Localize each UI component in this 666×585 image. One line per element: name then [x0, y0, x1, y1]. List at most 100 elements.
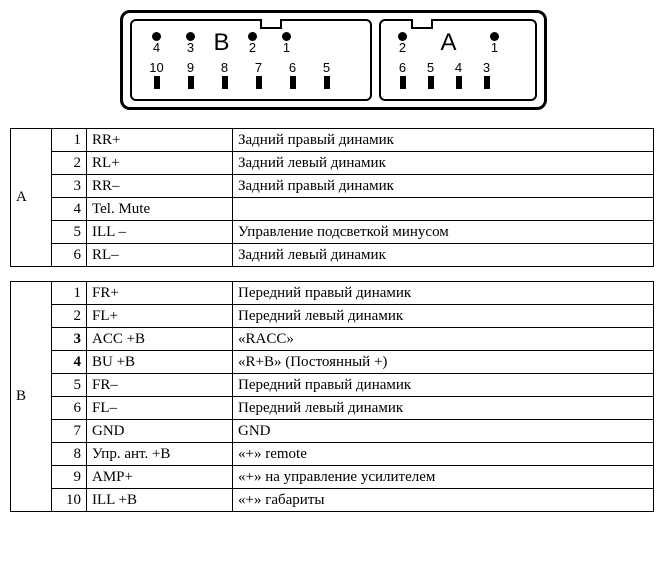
table-row: 2 FL+ Передний левый динамик — [11, 305, 654, 328]
pin-a4-label: 4 — [455, 61, 462, 74]
block-b-bottom-row: 10 9 8 7 6 5 — [140, 59, 362, 91]
pin-num: 5 — [52, 221, 87, 244]
pin-num: 4 — [52, 198, 87, 221]
pin-desc: Управление подсветкой минусом — [233, 221, 654, 244]
pinout-table-b: B 1 FR+ Передний правый динамик 2 FL+ Пе… — [10, 281, 654, 512]
pin-desc: GND — [233, 420, 654, 443]
pin-num: 3 — [52, 328, 87, 351]
table-row: 5 ILL – Управление подсветкой минусом — [11, 221, 654, 244]
pin-desc: Передний правый динамик — [233, 374, 654, 397]
pin-num: 2 — [52, 152, 87, 175]
pin-num: 3 — [52, 175, 87, 198]
pin-b7: 7 — [242, 61, 276, 89]
pin-desc: Задний правый динамик — [233, 175, 654, 198]
pin-num: 7 — [52, 420, 87, 443]
pin-b8: 8 — [208, 61, 242, 89]
pin-sig: FR+ — [87, 282, 233, 305]
pin-a6: 6 — [389, 61, 417, 89]
pin-b1: 1 — [270, 32, 304, 54]
pin-num: 1 — [52, 282, 87, 305]
pin-b10-label: 10 — [149, 61, 163, 74]
pin-b2-label: 2 — [249, 41, 256, 54]
pin-desc: Задний левый динамик — [233, 152, 654, 175]
group-label-b: B — [11, 282, 52, 512]
pin-desc: «RACC» — [233, 328, 654, 351]
pin-a1: 1 — [481, 32, 509, 54]
pin-sig: FR– — [87, 374, 233, 397]
group-label-a: A — [11, 129, 52, 267]
pin-b4-label: 4 — [153, 41, 160, 54]
block-a-label: A — [435, 29, 463, 57]
pin-desc: «+» remote — [233, 443, 654, 466]
pin-num: 6 — [52, 244, 87, 267]
pin-b8-label: 8 — [221, 61, 228, 74]
pin-a5-label: 5 — [427, 61, 434, 74]
pinout-table-a: A 1 RR+ Задний правый динамик 2 RL+ Задн… — [10, 128, 654, 267]
connector-block-b: 4 3 B 2 1 10 9 8 7 6 5 — [130, 19, 372, 101]
pin-desc: Задний левый динамик — [233, 244, 654, 267]
pin-b1-label: 1 — [283, 41, 290, 54]
connector-housing: 4 3 B 2 1 10 9 8 7 6 5 2 A 1 — [120, 10, 547, 110]
pin-a2-label: 2 — [399, 41, 406, 54]
pin-num: 8 — [52, 443, 87, 466]
pin-num: 1 — [52, 129, 87, 152]
connector-notch-b — [260, 19, 282, 29]
table-row: A 1 RR+ Задний правый динамик — [11, 129, 654, 152]
pin-b10: 10 — [140, 61, 174, 89]
pin-b2: 2 — [236, 32, 270, 54]
block-a-bottom-row: 6 5 4 3 — [389, 59, 527, 91]
pin-b9-label: 9 — [187, 61, 194, 74]
table-row: 4 Tel. Mute — [11, 198, 654, 221]
pin-sig: BU +B — [87, 351, 233, 374]
pin-a3-label: 3 — [483, 61, 490, 74]
pin-b3: 3 — [174, 32, 208, 54]
pin-a4: 4 — [445, 61, 473, 89]
pin-num: 10 — [52, 489, 87, 512]
table-row: 10 ILL +B «+» габариты — [11, 489, 654, 512]
pin-a2: 2 — [389, 32, 417, 54]
pin-a5: 5 — [417, 61, 445, 89]
pin-num: 9 — [52, 466, 87, 489]
table-row: 3 ACC +B «RACC» — [11, 328, 654, 351]
connector-notch-a — [411, 19, 433, 29]
pin-b5: 5 — [310, 61, 344, 89]
pin-desc: «R+B» (Постоянный +) — [233, 351, 654, 374]
pin-b4: 4 — [140, 32, 174, 54]
pin-sig: ACC +B — [87, 328, 233, 351]
table-row: 9 AMP+ «+» на управление усилителем — [11, 466, 654, 489]
table-row: 6 RL– Задний левый динамик — [11, 244, 654, 267]
connector-diagram: 4 3 B 2 1 10 9 8 7 6 5 2 A 1 — [10, 10, 656, 110]
pin-sig: Упр. ант. +B — [87, 443, 233, 466]
table-row: 3 RR– Задний правый динамик — [11, 175, 654, 198]
pin-desc: Передний левый динамик — [233, 397, 654, 420]
table-row: 8 Упр. ант. +B «+» remote — [11, 443, 654, 466]
pin-sig: Tel. Mute — [87, 198, 233, 221]
pin-b6-label: 6 — [289, 61, 296, 74]
pin-sig: ILL – — [87, 221, 233, 244]
pin-b5-label: 5 — [323, 61, 330, 74]
pin-sig: GND — [87, 420, 233, 443]
pin-num: 5 — [52, 374, 87, 397]
pin-desc: Передний левый динамик — [233, 305, 654, 328]
table-row: 6 FL– Передний левый динамик — [11, 397, 654, 420]
block-b-top-row: 4 3 B 2 1 — [140, 27, 362, 59]
pin-a3: 3 — [473, 61, 501, 89]
pin-a1-label: 1 — [491, 41, 498, 54]
pin-sig: RL+ — [87, 152, 233, 175]
pin-b3-label: 3 — [187, 41, 194, 54]
pin-sig: FL+ — [87, 305, 233, 328]
table-row: B 1 FR+ Передний правый динамик — [11, 282, 654, 305]
pin-num: 6 — [52, 397, 87, 420]
pin-desc: Задний правый динамик — [233, 129, 654, 152]
pin-desc: «+» на управление усилителем — [233, 466, 654, 489]
pin-a6-label: 6 — [399, 61, 406, 74]
table-row: 2 RL+ Задний левый динамик — [11, 152, 654, 175]
connector-block-a: 2 A 1 6 5 4 3 — [379, 19, 537, 101]
pin-sig: RL– — [87, 244, 233, 267]
pin-sig: AMP+ — [87, 466, 233, 489]
block-b-label: B — [208, 29, 236, 57]
pin-desc: Передний правый динамик — [233, 282, 654, 305]
table-row: 4 BU +B «R+B» (Постоянный +) — [11, 351, 654, 374]
table-row: 7 GND GND — [11, 420, 654, 443]
pin-num: 2 — [52, 305, 87, 328]
